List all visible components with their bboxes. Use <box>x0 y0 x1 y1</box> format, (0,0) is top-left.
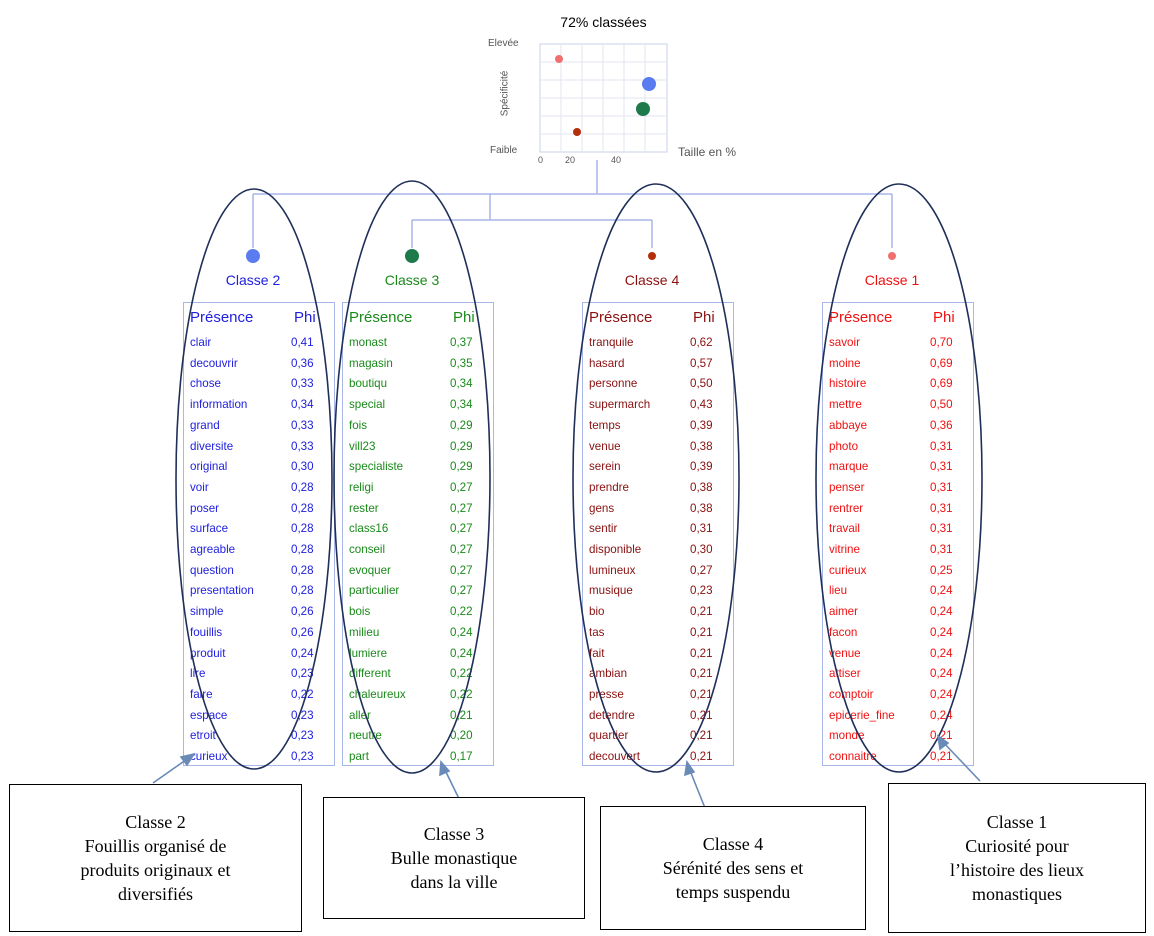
annotation-line: Curiosité pour <box>965 836 1069 856</box>
annotation-classe-2: Classe 2 Fouillis organisé de produits o… <box>9 784 302 932</box>
annotation-line: produits originaux et <box>80 860 231 880</box>
annotation-line: Classe 4 <box>702 834 764 854</box>
y-axis-high-label: Elevée <box>488 38 519 49</box>
annotation-line: Classe 3 <box>423 824 485 844</box>
x-axis-label: Taille en % <box>678 145 737 159</box>
annotation-line: Classe 1 <box>986 812 1048 832</box>
x-tick-40: 40 <box>611 155 622 165</box>
annotation-line: Classe 2 <box>125 812 186 832</box>
x-tick-0: 0 <box>538 155 544 165</box>
x-tick-20: 20 <box>565 155 576 165</box>
annotation-classe-1: Classe 1 Curiosité pour l’histoire des l… <box>888 783 1146 933</box>
scatter-title: 72% classées <box>560 14 647 30</box>
annotation-line: diversifiés <box>118 884 193 904</box>
annotation-line: Bulle monastique <box>390 848 518 868</box>
y-axis-low-label: Faible <box>490 145 518 156</box>
annotation-classe-4: Classe 4 Sérénité des sens et temps susp… <box>600 806 866 930</box>
annotation-line: Fouillis organisé de <box>84 836 227 856</box>
annotation-line: temps suspendu <box>675 882 791 902</box>
annotation-classe-3: Classe 3 Bulle monastique dans la ville <box>323 797 585 919</box>
annotation-line: dans la ville <box>410 872 498 892</box>
annotation-line: l’histoire des lieux <box>950 860 1084 880</box>
annotation-line: monastiques <box>972 884 1062 904</box>
annotation-line: Sérénité des sens et <box>662 858 804 878</box>
